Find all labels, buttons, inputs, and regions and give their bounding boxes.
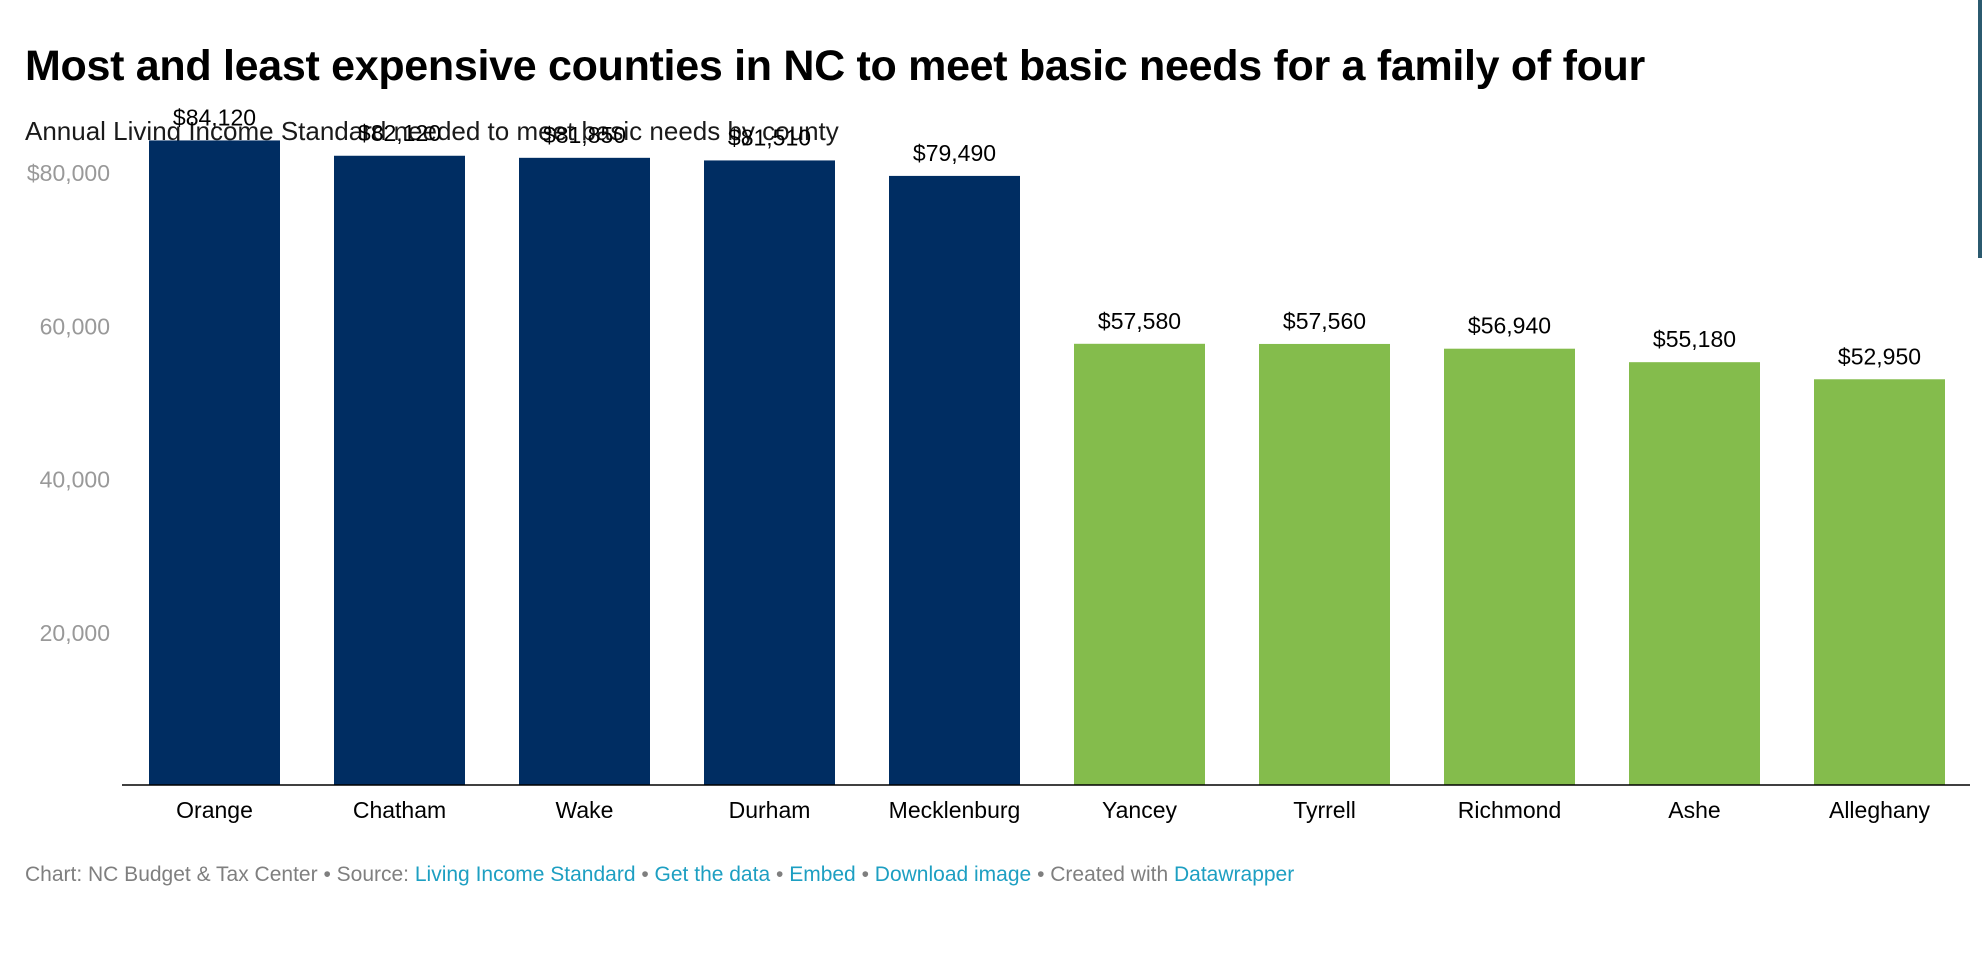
- value-label: $56,940: [1468, 313, 1551, 339]
- x-tick-label: Chatham: [353, 797, 446, 823]
- x-tick-label: Durham: [729, 797, 811, 823]
- created-with-text: Created with: [1050, 863, 1169, 886]
- source-link[interactable]: Living Income Standard: [414, 863, 636, 886]
- x-tick-label: Mecklenburg: [889, 797, 1021, 823]
- value-label: $84,120: [173, 104, 256, 130]
- chart-title: Most and least expensive counties in NC …: [25, 42, 1645, 90]
- bar-chart: 20,000 40,000 60,000 $80,000 $84,120 $82,120…: [27, 104, 1970, 823]
- bar-durham: [704, 160, 835, 785]
- x-tick-label: Tyrrell: [1293, 797, 1356, 823]
- bar-orange: [149, 140, 280, 786]
- bar-wake: [519, 157, 650, 786]
- embed-link[interactable]: Embed: [789, 863, 856, 886]
- bar-alleghany: [1814, 379, 1945, 785]
- y-tick-label: 60,000: [40, 313, 110, 339]
- x-tick-label: Alleghany: [1829, 797, 1931, 823]
- footer-separator: •: [775, 863, 784, 886]
- scrollbar-edge[interactable]: [1978, 0, 1982, 258]
- bar-mecklenburg: [889, 175, 1020, 786]
- bar-richmond: [1444, 348, 1575, 785]
- bar-ashe: [1629, 362, 1760, 785]
- bar-yancey: [1074, 343, 1205, 785]
- x-tick-label: Orange: [176, 797, 253, 823]
- footer-separator: •: [1037, 863, 1045, 886]
- y-tick-label: 20,000: [40, 620, 110, 646]
- source-prefix: Source:: [336, 863, 410, 886]
- value-label: $55,180: [1653, 326, 1736, 352]
- get-data-link[interactable]: Get the data: [654, 863, 771, 886]
- footer-separator: •: [861, 863, 869, 886]
- x-tick-label: Wake: [556, 797, 614, 823]
- chart-footer: Chart: NC Budget & Tax Center • Source: …: [25, 863, 1294, 887]
- y-tick-label: $80,000: [27, 160, 110, 186]
- value-label: $57,560: [1283, 308, 1366, 334]
- footer-separator: •: [323, 863, 331, 886]
- value-labels: $84,120 $82,120 $81,850 $81,510 $79,490 $57,5…: [173, 104, 1921, 369]
- x-tick-label: Ashe: [1668, 797, 1720, 823]
- bar-tyrrell: [1259, 343, 1390, 785]
- datawrapper-link[interactable]: Datawrapper: [1174, 863, 1295, 886]
- download-image-link[interactable]: Download image: [874, 863, 1032, 886]
- y-tick-label: 40,000: [40, 467, 110, 493]
- value-label: $79,490: [913, 140, 996, 166]
- value-label: $81,510: [728, 124, 811, 150]
- x-tick-label: Richmond: [1458, 797, 1562, 823]
- x-tick-label: Yancey: [1102, 797, 1178, 823]
- y-axis: 20,000 40,000 60,000 $80,000: [27, 160, 110, 646]
- value-label: $52,950: [1838, 343, 1921, 369]
- value-label: $81,850: [543, 122, 626, 148]
- bar-chatham: [334, 155, 465, 785]
- value-label: $57,580: [1098, 308, 1181, 334]
- x-axis: Orange Chatham Wake Durham Mecklenburg Yancey…: [122, 784, 1970, 823]
- chart-credit: Chart: NC Budget & Tax Center: [25, 863, 318, 886]
- footer-separator: •: [641, 863, 649, 886]
- bars: [149, 140, 1945, 786]
- value-label: $82,120: [358, 120, 441, 146]
